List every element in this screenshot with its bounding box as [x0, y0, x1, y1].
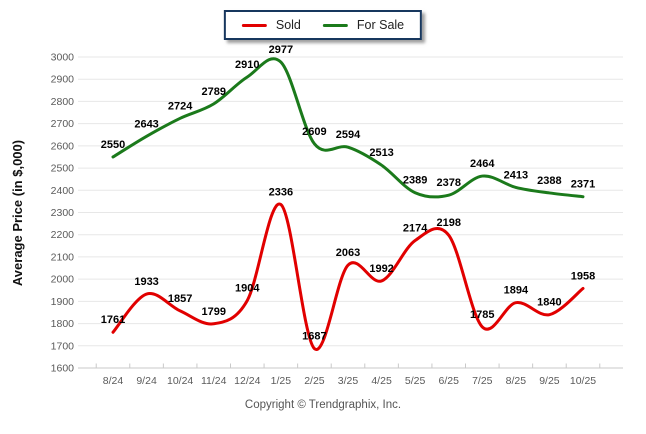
x-tick-label: 5/25 [405, 375, 426, 387]
for-sale-data-label: 2513 [369, 147, 393, 159]
x-tick-label: 10/25 [570, 375, 596, 387]
sold-data-label: 1785 [470, 309, 494, 321]
x-tick-label: 8/25 [506, 375, 527, 387]
legend: Sold For Sale [223, 10, 423, 40]
sold-line-swatch [241, 23, 267, 27]
y-tick-label: 1900 [51, 296, 75, 308]
y-tick-label: 2100 [51, 251, 75, 263]
sold-data-label: 1840 [537, 297, 561, 309]
legend-item-sold[interactable]: Sold [241, 18, 301, 32]
y-tick-label: 2900 [51, 74, 75, 86]
sold-data-label: 1761 [101, 314, 125, 326]
for-sale-data-label: 2371 [571, 179, 595, 191]
x-tick-label: 9/25 [539, 375, 560, 387]
legend-item-for-sale[interactable]: For Sale [322, 18, 405, 32]
x-tick-label: 1/25 [271, 375, 292, 387]
x-tick-label: 7/25 [472, 375, 493, 387]
for-sale-data-label: 2389 [403, 175, 427, 187]
sold-data-label: 1992 [369, 263, 393, 275]
copyright-text: Copyright © Trendgraphix, Inc. [244, 399, 402, 411]
for-sale-data-label: 2550 [101, 139, 125, 151]
x-tick-label: 11/24 [201, 375, 227, 387]
y-tick-label: 1800 [51, 318, 75, 330]
sold-data-label: 2336 [269, 187, 293, 199]
x-tick-label: 9/24 [136, 375, 157, 387]
sold-data-label: 1894 [504, 285, 529, 297]
for-sale-data-label: 2413 [504, 169, 528, 181]
x-tick-label: 6/25 [438, 375, 459, 387]
sold-data-label: 2063 [336, 247, 360, 259]
for-sale-data-label: 2464 [470, 158, 495, 170]
x-tick-label: 8/24 [103, 375, 124, 387]
x-tick-label: 3/25 [338, 375, 359, 387]
for-sale-data-label: 2910 [235, 59, 259, 71]
sold-data-label: 2174 [403, 222, 428, 234]
y-axis-title: Average Price (in $,000) [10, 140, 25, 286]
y-tick-label: 2600 [51, 140, 75, 152]
sold-data-label: 1799 [201, 306, 225, 318]
for-sale-line [111, 57, 585, 199]
y-tick-label: 2500 [51, 163, 75, 175]
legend-label-sold: Sold [275, 18, 301, 32]
for-sale-data-label: 2609 [302, 126, 326, 138]
y-tick-label: 2700 [51, 118, 75, 130]
y-tick-label: 3000 [51, 52, 75, 64]
x-tick-label: 4/25 [371, 375, 392, 387]
y-tick-label: 2000 [51, 274, 75, 286]
sold-data-label: 1687 [302, 331, 326, 343]
for-sale-data-label: 2378 [436, 177, 460, 189]
for-sale-data-label: 2977 [269, 44, 293, 56]
y-tick-label: 2300 [51, 207, 75, 219]
for-sale-data-label: 2594 [336, 129, 361, 141]
y-tick-label: 2200 [51, 229, 75, 241]
sold-data-label: 1958 [571, 270, 595, 282]
x-tick-label: 10/24 [167, 375, 193, 387]
for-sale-data-label: 2388 [537, 175, 561, 187]
x-tick-label: 12/24 [234, 375, 260, 387]
y-tick-label: 2400 [51, 185, 75, 197]
sold-data-label: 1857 [168, 293, 192, 305]
for-sale-data-label: 2789 [201, 86, 225, 98]
sold-line [111, 202, 585, 351]
x-tick-label: 2/25 [304, 375, 325, 387]
y-tick-label: 1700 [51, 340, 75, 352]
legend-label-for-sale: For Sale [356, 18, 405, 32]
y-tick-label: 2800 [51, 96, 75, 108]
for-sale-data-label: 2643 [134, 118, 158, 130]
sold-data-label: 2198 [436, 217, 460, 229]
sold-data-label: 1933 [134, 276, 158, 288]
sold-data-label: 1904 [235, 282, 260, 294]
y-tick-label: 1600 [51, 363, 75, 375]
for-sale-data-label: 2724 [168, 100, 193, 112]
for-sale-line-swatch [322, 23, 348, 27]
